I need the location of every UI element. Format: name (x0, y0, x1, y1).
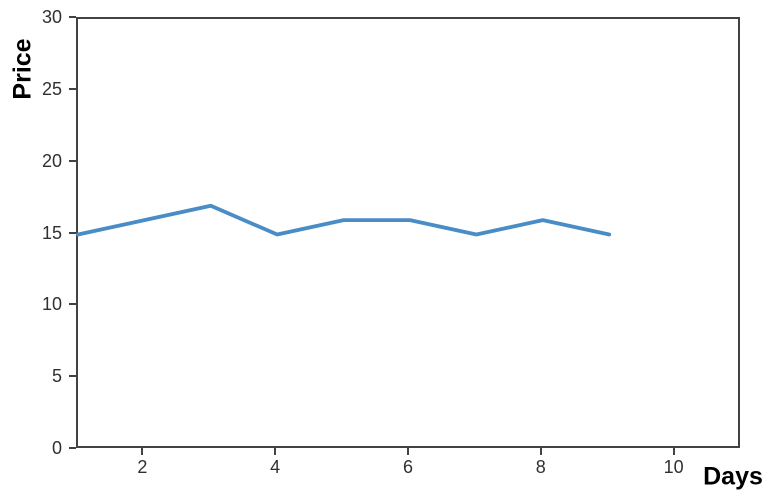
y-tick-label: 30 (41, 7, 62, 27)
price-line-series (76, 203, 612, 237)
y-tick-mark (69, 87, 76, 90)
y-tick-label: 20 (41, 150, 62, 171)
y-tick-mark (69, 375, 76, 378)
x-tick-label: 6 (402, 457, 413, 477)
x-tick-mark (141, 448, 144, 455)
x-tick-label: 8 (535, 457, 546, 477)
x-tick-label: 10 (663, 457, 684, 477)
x-tick-label: 2 (137, 457, 148, 477)
x-tick-mark (539, 448, 542, 455)
y-axis-label: Price (8, 38, 37, 100)
y-tick-label: 10 (41, 294, 62, 315)
y-tick-label: 25 (41, 78, 62, 99)
y-tick-label: 15 (41, 222, 62, 243)
y-tick-mark (69, 159, 76, 162)
x-tick-mark (672, 448, 675, 455)
y-tick-mark (69, 16, 76, 18)
y-tick-label: 5 (51, 366, 62, 387)
x-tick-label: 4 (270, 457, 281, 477)
plot-area (76, 17, 740, 448)
y-tick-mark (69, 447, 76, 449)
price-line-chart-svg (76, 203, 612, 237)
y-tick-mark (69, 303, 76, 306)
x-tick-mark (407, 448, 409, 455)
y-tick-label: 0 (51, 438, 62, 458)
x-axis-label: Days (703, 462, 763, 491)
y-tick-mark (69, 231, 76, 234)
x-tick-mark (274, 448, 277, 455)
